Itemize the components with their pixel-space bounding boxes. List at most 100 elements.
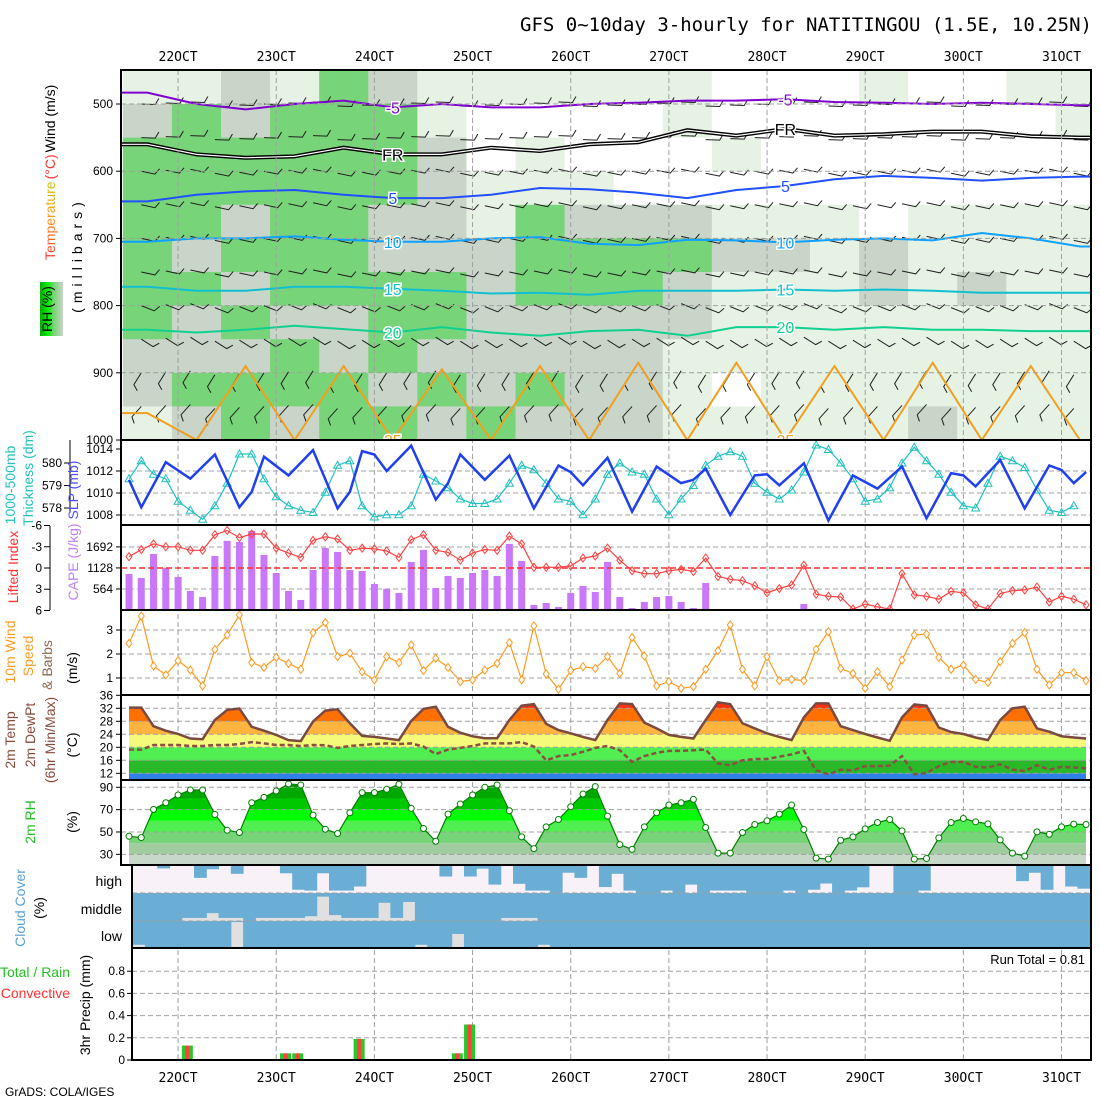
wind-barb: [926, 96, 945, 103]
wind-barb: [729, 339, 749, 349]
wind-speed-point: [738, 664, 747, 675]
cloud-bar-middle: [967, 893, 980, 921]
contour-label: -5: [778, 92, 792, 109]
rh-cell: [957, 272, 1007, 307]
rh-cell: [270, 171, 320, 206]
wind-barb: [1024, 201, 1044, 208]
lifted-index-point: [591, 551, 599, 561]
rh-point: [260, 793, 268, 801]
cloud-bar-low: [439, 921, 453, 948]
wind-barb: [1065, 374, 1075, 394]
rh-cell: [564, 339, 615, 374]
wind-barb: [460, 204, 479, 211]
precip-tick-label: 0.2: [108, 1031, 125, 1045]
rh-cell: [417, 272, 467, 307]
wind-speed-point: [1021, 627, 1029, 638]
thickness-point: [1044, 505, 1055, 514]
thickness-point: [136, 455, 147, 465]
rh-cell: [613, 339, 664, 374]
cloud-bar-high: [807, 866, 821, 890]
rh-cell: [466, 406, 517, 440]
rh-axis-label: RH (%): [39, 286, 55, 332]
wind-barb: [803, 166, 823, 173]
wind-barb: [558, 233, 578, 240]
wind-barb: [1000, 269, 1019, 276]
day-label-bottom: 27OCT: [649, 1071, 688, 1086]
wind-barb: [943, 374, 952, 394]
wind-barb: [869, 372, 878, 392]
wind-barb: [999, 305, 1019, 312]
wind-barb: [190, 267, 209, 274]
rh-point: [861, 825, 869, 833]
wind-barb: [165, 268, 185, 275]
rh-point: [554, 815, 562, 823]
cloud-bar-low: [954, 921, 968, 948]
cloud-bar-high: [439, 866, 453, 877]
thickness-point: [651, 493, 662, 503]
wind-speed-point: [935, 652, 943, 663]
precip-convective-bar: [455, 1053, 460, 1060]
li-tick-label: -3: [31, 540, 42, 554]
rh-cell: [122, 372, 173, 407]
wind-barb: [411, 304, 430, 311]
wind-barb: [842, 407, 854, 425]
cloud-bar-middle: [267, 893, 281, 918]
cloud-bar-middle: [1016, 893, 1029, 921]
rh-cell: [221, 171, 271, 206]
rh-cell: [809, 204, 860, 239]
lifted-index-point: [125, 551, 133, 562]
lifted-index-point: [1045, 597, 1053, 607]
wind-barb: [141, 305, 160, 312]
rh-cell: [711, 238, 762, 273]
rh-cell: [957, 137, 1007, 172]
wind-speed-point: [1008, 638, 1017, 649]
lifted-index-point: [861, 599, 869, 609]
cloud-bar-high: [562, 866, 575, 873]
wind-barb: [680, 336, 700, 346]
cape-bar: [150, 553, 158, 610]
wind-speed-point: [395, 657, 403, 668]
wind-speed-point: [468, 675, 477, 685]
thickness-point: [565, 496, 576, 505]
lifted-index-point: [297, 552, 305, 563]
wind-barb: [523, 405, 535, 423]
cloud-bar-high: [733, 866, 747, 891]
rh-point: [959, 814, 967, 822]
lifted-index-point: [481, 544, 489, 555]
cloud-bar-low: [697, 921, 710, 948]
lifted-index-point: [432, 545, 440, 556]
cloud-bar-high: [513, 866, 526, 884]
lifted-index-point: [346, 545, 354, 556]
rh-cell: [368, 104, 418, 139]
wind-barb: [744, 406, 756, 424]
wind-barb: [746, 372, 756, 392]
cloud-bar-high: [476, 866, 490, 869]
cloud-bar-low: [709, 921, 723, 948]
day-label-bottom: 30OCT: [944, 1071, 983, 1086]
wind-barb: [779, 201, 798, 208]
temperature-contour: [121, 174, 1091, 203]
rh2m-unit-label: (%): [64, 811, 80, 833]
cloud-bar-high: [206, 866, 220, 870]
rh-point: [542, 823, 550, 831]
thickness-point: [639, 469, 650, 478]
wind-barb: [965, 407, 977, 425]
cloud-bar-high: [488, 866, 502, 885]
wind-barb: [450, 408, 461, 426]
lifted-index-point: [419, 529, 428, 540]
wind-barb: [877, 305, 897, 312]
wind-barb: [533, 130, 552, 138]
rh-band: [129, 843, 1087, 855]
wind-speed-point: [996, 656, 1004, 667]
wind-speed-point: [579, 661, 587, 672]
wind-barb: [926, 336, 945, 346]
cloud-bar-high: [856, 866, 870, 888]
wind-speed-point: [652, 681, 661, 691]
wind-speed-point: [493, 658, 501, 669]
rh-cell: [122, 339, 173, 374]
wind-barb: [632, 131, 651, 139]
lifted-index-point: [137, 544, 145, 555]
temperature-contour: [121, 324, 1091, 337]
wind-barb: [239, 132, 258, 140]
wind-speed-point: [383, 651, 391, 662]
